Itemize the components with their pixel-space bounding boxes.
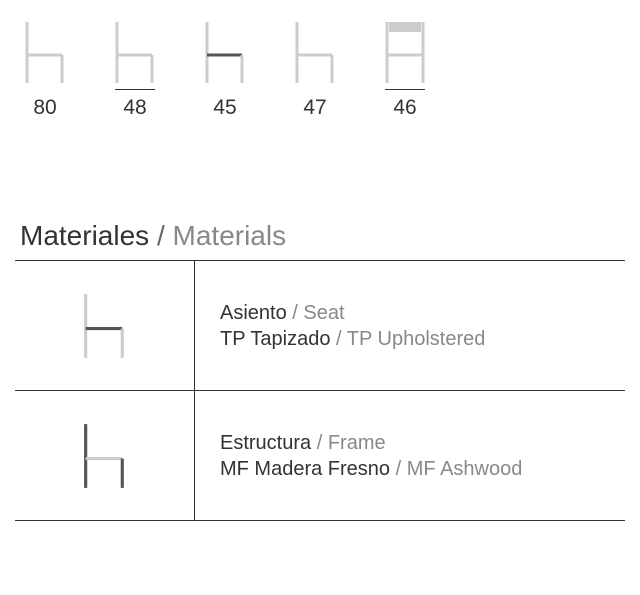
- materials-heading: Materiales / Materials: [15, 220, 625, 252]
- materials-icon-cell: [15, 261, 195, 390]
- text-secondary: Seat: [303, 302, 344, 324]
- dim-label: 45: [213, 96, 236, 120]
- dimension-item-80: 80: [15, 20, 75, 120]
- materials-text-cell: Estructura / Frame MF Madera Fresno / MF…: [195, 391, 625, 520]
- dim-label: 48: [123, 96, 146, 120]
- dim-underline: [115, 89, 155, 90]
- dim-underline: [385, 89, 425, 90]
- material-line-1: Estructura / Frame: [220, 430, 625, 456]
- chair-front-icon: [380, 20, 430, 85]
- dimension-item-46: 46: [375, 20, 435, 120]
- text-primary: TP Tapizado: [220, 328, 330, 350]
- materials-row-frame: Estructura / Frame MF Madera Fresno / MF…: [15, 391, 625, 521]
- text-sep: /: [311, 432, 328, 454]
- chair-frame-icon: [77, 422, 132, 490]
- materials-text-cell: Asiento / Seat TP Tapizado / TP Upholste…: [195, 261, 625, 390]
- materials-icon-cell: [15, 391, 195, 520]
- text-primary: Estructura: [220, 432, 311, 454]
- chair-seat-icon: [77, 292, 132, 360]
- text-primary: MF Madera Fresno: [220, 458, 390, 480]
- text-primary: Asiento: [220, 302, 287, 324]
- dim-label: 46: [393, 96, 416, 120]
- dimension-item-47: 47: [285, 20, 345, 120]
- dimensions-row: 80 48 45 47: [15, 20, 625, 120]
- dimension-item-48: 48: [105, 20, 165, 120]
- text-secondary: MF Ashwood: [407, 458, 523, 480]
- materials-table: Asiento / Seat TP Tapizado / TP Upholste…: [15, 260, 625, 521]
- text-secondary: TP Upholstered: [347, 328, 486, 350]
- dimension-item-45: 45: [195, 20, 255, 120]
- chair-side-icon: [110, 20, 160, 85]
- chair-side-icon: [20, 20, 70, 85]
- heading-separator: /: [149, 220, 172, 251]
- heading-primary: Materiales: [20, 220, 149, 251]
- text-sep: /: [330, 328, 346, 350]
- dim-underline: [295, 89, 335, 90]
- text-sep: /: [287, 302, 304, 324]
- dim-label: 80: [33, 96, 56, 120]
- chair-side-icon: [200, 20, 250, 85]
- material-line-2: MF Madera Fresno / MF Ashwood: [220, 456, 625, 482]
- text-secondary: Frame: [328, 432, 386, 454]
- dim-label: 47: [303, 96, 326, 120]
- dim-underline: [205, 89, 245, 90]
- material-line-1: Asiento / Seat: [220, 300, 625, 326]
- chair-side-icon: [290, 20, 340, 85]
- dim-underline: [25, 89, 65, 90]
- heading-secondary: Materials: [173, 220, 287, 251]
- text-sep: /: [390, 458, 407, 480]
- materials-row-seat: Asiento / Seat TP Tapizado / TP Upholste…: [15, 261, 625, 391]
- material-line-2: TP Tapizado / TP Upholstered: [220, 326, 625, 352]
